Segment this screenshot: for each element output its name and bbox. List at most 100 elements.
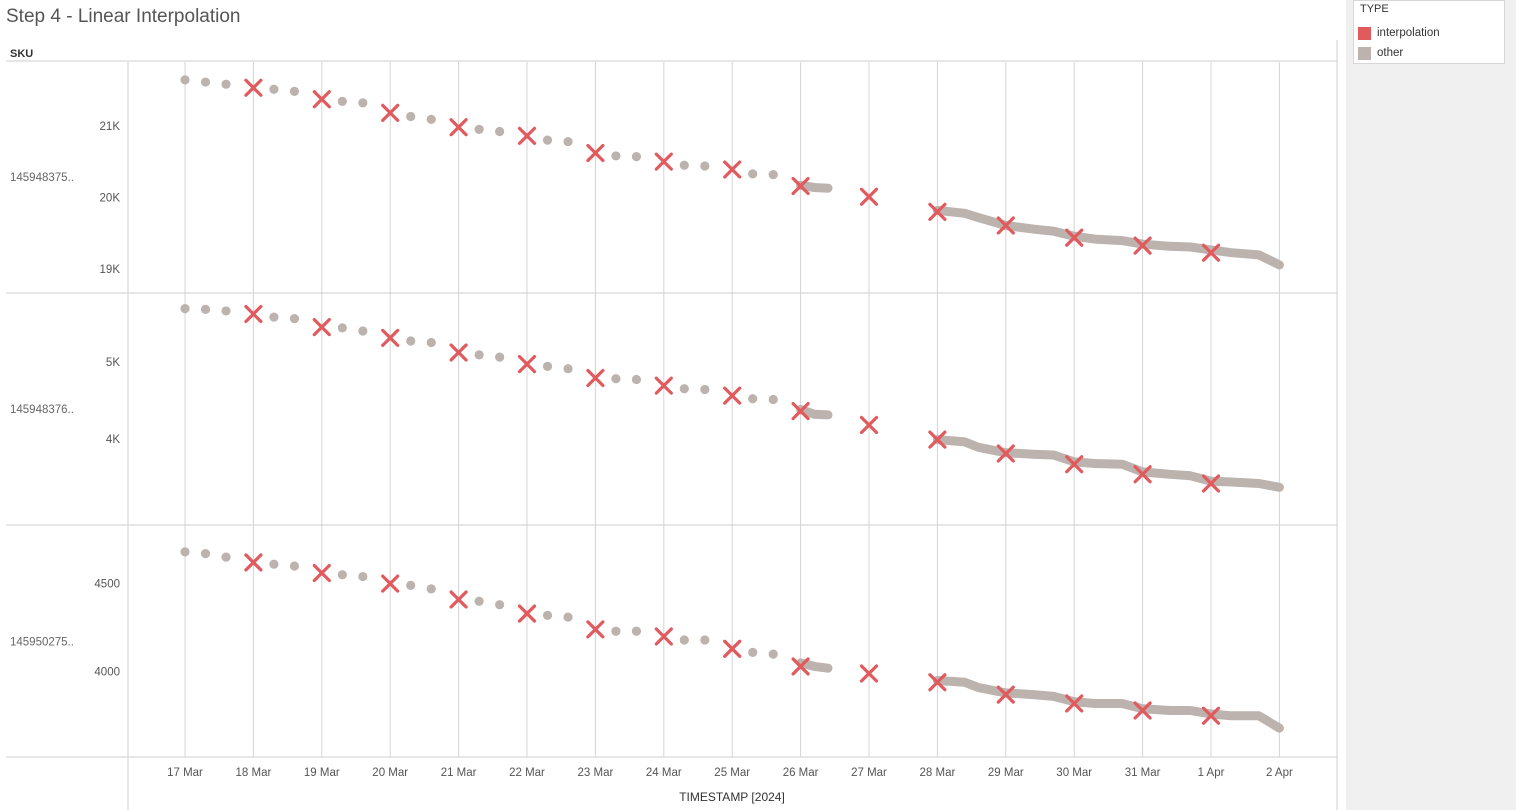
other-point [631,152,642,162]
x-tick-label: 26 Mar [783,767,819,779]
interpolation-point [654,376,673,395]
other-point [563,136,573,147]
other-point [542,135,553,145]
interpolation-x-stroke [723,639,742,658]
interpolation-point [654,152,673,171]
x-tick-label: 18 Mar [236,767,272,779]
legend-title: TYPE [1360,3,1389,15]
interpolation-point [1133,701,1152,720]
x-tick-label: 27 Mar [851,767,887,779]
interpolation-x-stroke [449,343,468,362]
other-point [563,364,573,374]
interpolation-point [586,620,605,639]
interpolation-point [723,160,742,179]
y-tick-label: 20K [100,193,121,205]
interpolation-x-stroke [791,401,810,421]
x-tick-label: 22 Mar [509,767,545,779]
y-tick-label: 4000 [94,667,120,679]
y-tick-label: 4K [106,434,120,446]
sku-label: 145950275.. [10,637,74,649]
interpolation-point [312,90,331,109]
sku-label: 145948376.. [10,404,74,416]
interpolation-point [723,386,742,405]
x-tick-label: 2 Apr [1266,767,1293,779]
interpolation-x-stroke [654,152,673,171]
other-point [748,647,758,657]
x-axis-title: TIMESTAMP [2024] [679,790,785,804]
interpolation-x-stroke [1065,694,1084,713]
interpolation-point [859,415,879,435]
other-point [474,350,484,360]
other-point [180,304,190,314]
interpolation-point [312,563,331,583]
other-point [748,169,758,179]
other-point [700,635,710,645]
other-point [679,635,689,645]
other-point [426,114,436,124]
other-point [768,394,778,405]
other-point [289,86,300,96]
other-point [289,314,300,324]
interpolation-x-stroke [1201,243,1221,262]
interpolation-x-stroke [381,574,400,593]
interpolation-x-stroke [859,187,879,206]
other-point [563,612,573,622]
interpolation-x-stroke [996,444,1015,463]
other-point [358,326,368,336]
interpolation-point [449,118,468,137]
other-point [426,584,436,594]
interpolation-point [381,103,400,122]
interpolation-x-stroke [586,143,605,163]
interpolation-point [244,78,263,97]
interpolation-x-stroke [449,118,468,137]
other-point [768,649,778,659]
interpolation-x-stroke [1065,228,1084,247]
chart-labels: 17 Mar 18 Mar 19 Mar 20 Mar 21 Mar 22 Mar 23 M… [10,48,1293,804]
interpolation-point [1201,243,1221,262]
interpolation-point [312,318,331,337]
interpolation-x-stroke [381,328,400,347]
y-tick-label: 21K [100,121,121,133]
other-series-line [932,435,1284,492]
other-series-line [796,180,833,193]
legend-label-other: other [1377,47,1404,59]
interpolation-x-stroke [586,368,605,388]
other-point [269,559,279,569]
interpolation-point [244,553,263,572]
interpolation-x-stroke [244,78,263,97]
legend[interactable]: TYPE interpolation other [1353,0,1505,64]
y-tick-label: 19K [100,264,121,276]
interpolation-point [517,604,537,623]
interpolation-x-stroke [312,563,331,583]
x-tick-label: 31 Mar [1125,767,1161,779]
interpolation-x-stroke [1133,465,1152,484]
interpolation-point [586,368,605,388]
legend-item-interpolation[interactable]: interpolation [1358,26,1498,42]
interpolation-point [1065,694,1084,713]
interpolation-x-stroke [1065,455,1084,474]
interpolation-x-stroke [517,126,537,145]
other-point [269,84,279,94]
interpolation-x-stroke [996,216,1015,235]
interpolation-x-stroke [244,304,263,324]
interpolation-x-stroke [517,354,537,374]
interpolation-point [654,627,673,646]
page-title: Step 4 - Linear Interpolation [6,6,241,27]
interpolation-point [381,328,400,347]
x-tick-label: 17 Mar [167,767,203,779]
interpolation-point [381,574,400,593]
x-tick-label: 20 Mar [372,767,408,779]
other-point [474,124,484,134]
other-point [221,552,231,562]
interpolation-x-stroke [928,673,947,692]
interpolation-x-stroke [859,664,879,683]
other-point [700,384,710,395]
sku-label: 145948375.. [10,172,74,184]
interpolation-point [791,401,810,421]
interpolation-x-stroke [381,103,400,122]
interpolation-point [449,343,468,362]
interpolation-point [1065,228,1084,247]
side-panel [1346,0,1516,810]
interpolation-x-stroke [517,604,537,623]
legend-item-other[interactable]: other [1358,46,1498,62]
